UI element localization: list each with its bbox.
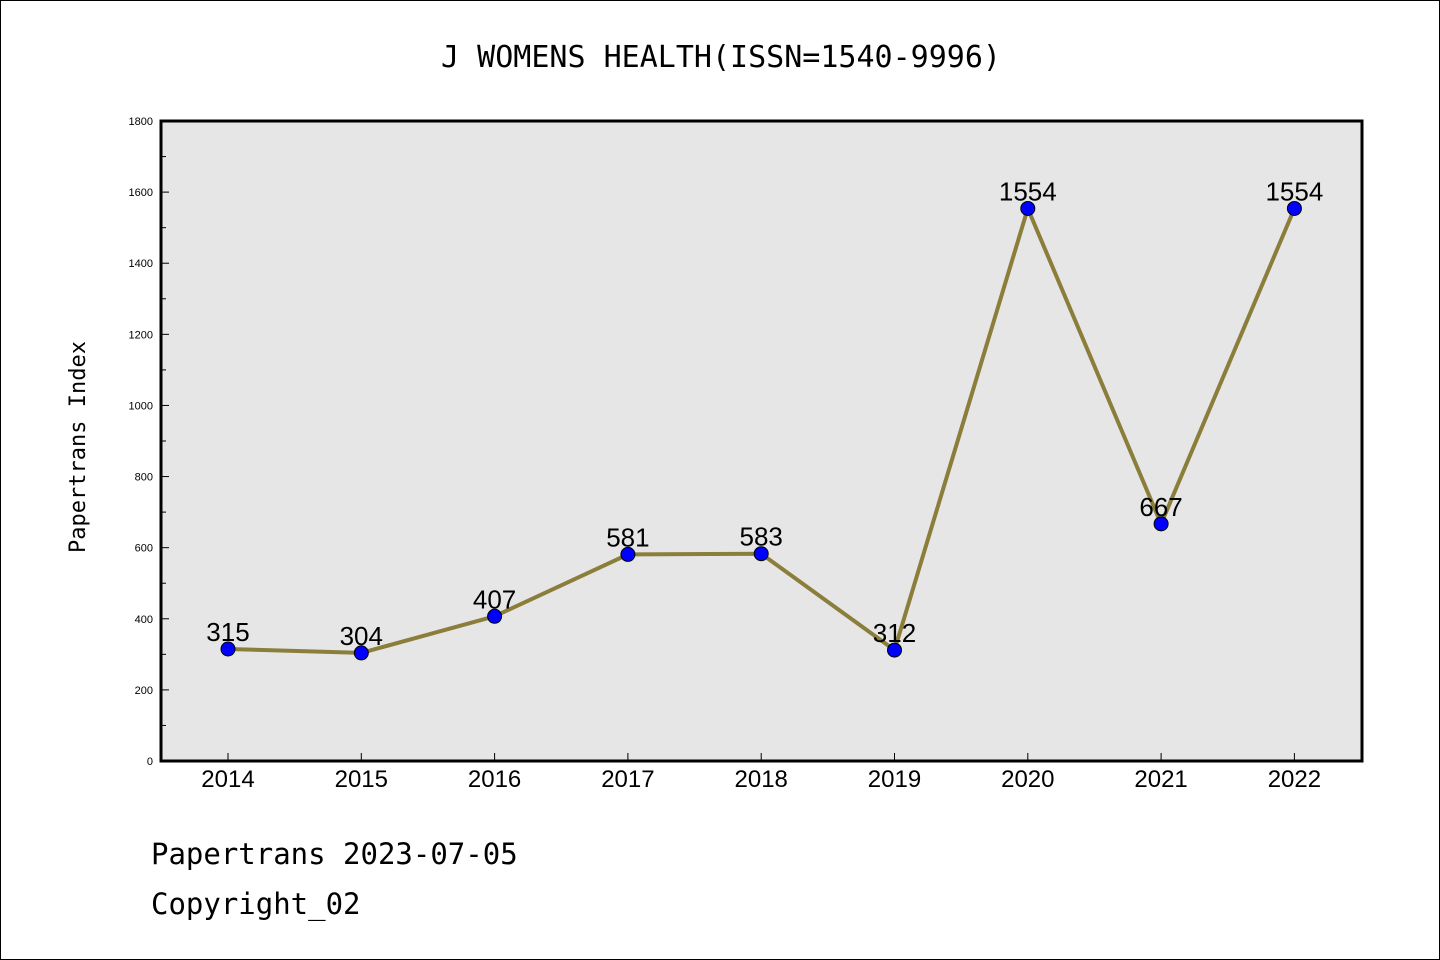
data-label: 315 [206, 617, 249, 647]
plot-area [159, 119, 1364, 763]
data-point [1153, 516, 1169, 532]
y-tick-label: 1000 [129, 400, 153, 412]
y-tick-label: 600 [135, 543, 153, 555]
x-tick-label: 2020 [1001, 766, 1054, 793]
data-label: 581 [606, 522, 649, 552]
data-label: 667 [1139, 492, 1182, 522]
y-tick-label: 1600 [129, 187, 153, 199]
y-tick-label: 800 [135, 472, 153, 484]
y-tick-label: 1400 [129, 258, 153, 270]
x-tick-label: 2018 [735, 766, 788, 793]
data-point [620, 546, 636, 562]
data-label: 583 [740, 522, 783, 552]
footer-date: Papertrans 2023-07-05 [151, 837, 518, 871]
data-point [753, 546, 769, 562]
y-tick-label: 400 [135, 614, 153, 626]
data-point [353, 645, 369, 661]
data-point [220, 641, 236, 657]
data-point [887, 642, 902, 658]
data-label: 407 [473, 584, 516, 614]
data-point [1286, 200, 1302, 216]
y-axis-label: Papertrans Index [66, 341, 91, 553]
x-tick-label: 2017 [601, 766, 654, 793]
data-point [1020, 200, 1036, 216]
y-tick-label: 1200 [129, 329, 153, 341]
y-tick-label: 1800 [129, 116, 153, 128]
x-axis: 2014 2015 2016 2017 2018 2019 2020 2021 2022 [201, 753, 1321, 793]
y-axis: 0 200 400 600 800 1000 1200 1400 1600 1800 [129, 116, 169, 768]
y-tick-label: 200 [135, 685, 153, 697]
x-tick-label: 2015 [335, 766, 388, 793]
x-tick-label: 2014 [201, 766, 254, 793]
footer-copyright: Copyright_02 [151, 887, 361, 922]
x-tick-label: 2019 [868, 766, 921, 793]
series-layer: 315 304 407 581 583 312 1554 667 1554 [206, 176, 1323, 661]
x-tick-label: 2021 [1134, 766, 1187, 793]
x-tick-label: 2022 [1268, 766, 1321, 793]
x-tick-label: 2016 [468, 766, 521, 793]
y-tick-label: 0 [147, 756, 153, 768]
data-label: 312 [873, 618, 916, 648]
data-point [487, 608, 503, 624]
data-label: 304 [340, 621, 383, 651]
data-label: 1554 [1265, 176, 1323, 206]
chart-title: J WOMENS HEALTH(ISSN=1540-9996) [441, 40, 1001, 75]
data-label: 1554 [999, 176, 1057, 206]
